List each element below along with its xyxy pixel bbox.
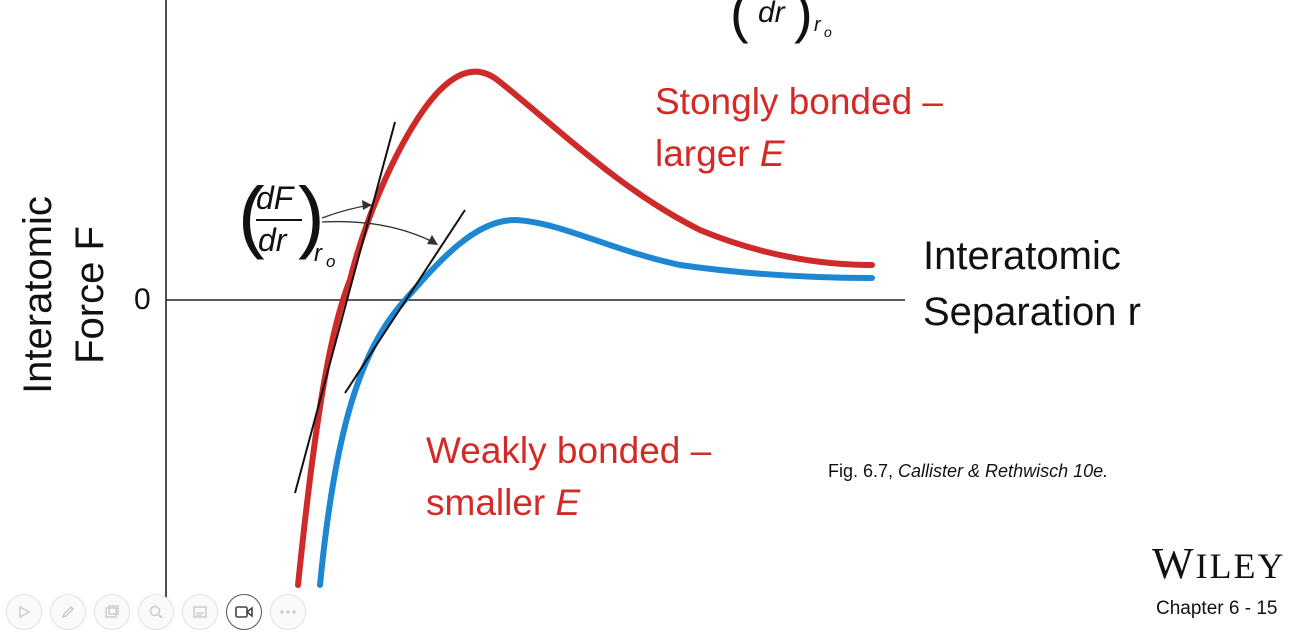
top-fragment-den: dr	[758, 0, 785, 29]
x-axis-label-line2: Separation r	[923, 290, 1141, 334]
strong-tangent-line	[294, 121, 396, 494]
slides-icon[interactable]	[94, 594, 130, 630]
slope-label: ( dF dr ) r o	[238, 176, 348, 276]
weak-bond-label-line2: smaller E	[426, 482, 581, 523]
y-axis-label-line2: Force F	[68, 226, 112, 364]
slope-paren-left: (	[238, 171, 265, 260]
play-icon[interactable]	[6, 594, 42, 630]
zoom-icon[interactable]	[138, 594, 174, 630]
subtitles-icon[interactable]	[182, 594, 218, 630]
top-fragment-subsub: o	[824, 24, 832, 40]
chapter-page-label: Chapter 6 - 15	[1156, 598, 1278, 619]
slope-paren-right: )	[298, 171, 325, 260]
slope-numerator: dF	[256, 180, 294, 216]
weak-bond-label-line1: Weakly bonded –	[426, 430, 712, 471]
x-axis-label-line1: Interatomic	[923, 234, 1121, 278]
strong-bond-curve	[295, 68, 875, 588]
top-fragment-paren-right: )	[794, 0, 813, 44]
x-axis-label: Interatomic Separation r	[923, 228, 1141, 340]
slope-subscript: r	[314, 240, 322, 267]
weak-bond-label: Weakly bonded – smaller E	[426, 425, 711, 529]
y-axis-label: Interatomic Force F	[12, 196, 116, 394]
arrow-head-strong	[362, 200, 372, 210]
camera-icon[interactable]	[226, 594, 262, 630]
strong-bond-label-line2: larger E	[655, 133, 785, 174]
strong-bond-label-line1: Stongly bonded –	[655, 81, 944, 122]
top-fragment-sub: r	[814, 14, 821, 36]
y-axis-label-line1: Interatomic	[16, 196, 60, 394]
caption-source: Callister & Rethwisch 10e.	[898, 461, 1109, 481]
arrow-to-weak-tangent	[321, 220, 436, 244]
slope-subsubscript: o	[326, 252, 336, 271]
pen-icon[interactable]	[50, 594, 86, 630]
weak-bond-curve	[317, 216, 875, 588]
figure-caption: Fig. 6.7, Callister & Rethwisch 10e.	[828, 461, 1109, 481]
top-slope-fragment: ( dr ) r o	[730, 0, 850, 56]
slope-denominator: dr	[258, 222, 287, 258]
arrow-head-weak	[427, 235, 438, 245]
slideshow-toolbar	[6, 594, 306, 632]
slope-fraction-bar	[256, 219, 302, 221]
top-fragment-paren-left: (	[730, 0, 749, 44]
zero-label: 0	[134, 283, 151, 316]
publisher-logo: WILEY	[1152, 539, 1286, 588]
strong-bond-label: Stongly bonded – larger E	[655, 76, 943, 180]
weak-tangent-line	[344, 209, 466, 394]
more-icon[interactable]	[270, 594, 306, 630]
